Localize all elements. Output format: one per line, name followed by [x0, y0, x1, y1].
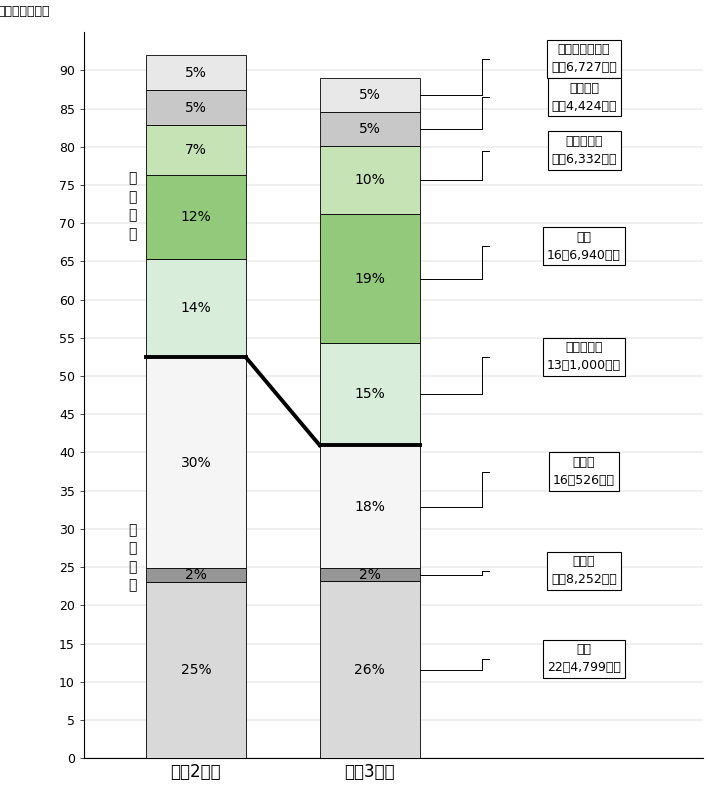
Text: 25%: 25% [180, 663, 211, 678]
Text: 18%: 18% [354, 500, 385, 514]
Bar [146, 582, 246, 758]
Bar [320, 567, 420, 582]
Text: 2%: 2% [359, 567, 381, 582]
Text: 地方交付税
13億1,000万円: 地方交付税 13億1,000万円 [547, 341, 621, 373]
Text: 5%: 5% [359, 122, 381, 136]
Text: 国庫支出金
８億6,332万円: 国庫支出金 ８億6,332万円 [551, 135, 617, 166]
Text: 7%: 7% [185, 143, 207, 157]
Text: 14%: 14% [180, 301, 212, 315]
Text: その他
16億526万円: その他 16億526万円 [553, 456, 615, 487]
Text: 12%: 12% [180, 210, 212, 224]
Text: 10%: 10% [354, 173, 385, 187]
Bar [320, 214, 420, 344]
Text: 2%: 2% [185, 568, 207, 582]
Bar [146, 358, 246, 568]
Bar [320, 78, 420, 112]
Text: （単位：億円）: （単位：億円） [0, 5, 50, 17]
Text: 26%: 26% [354, 663, 385, 677]
Bar [146, 90, 246, 125]
Bar [320, 112, 420, 146]
Text: 県支出金
４億4,424万円: 県支出金 ４億4,424万円 [551, 81, 617, 113]
Text: 5%: 5% [185, 101, 207, 115]
Bar [320, 146, 420, 214]
Text: 町債
16億6,940万円: 町債 16億6,940万円 [547, 231, 621, 262]
Text: 15%: 15% [354, 387, 385, 401]
Bar [146, 175, 246, 259]
Text: 町税
22億4,799万円: 町税 22億4,799万円 [547, 643, 621, 675]
Bar [146, 259, 246, 358]
Text: 5%: 5% [359, 88, 381, 102]
Bar [146, 125, 246, 175]
Bar [146, 568, 246, 582]
Text: 諸収入
１億8,252万円: 諸収入 １億8,252万円 [551, 556, 617, 586]
Bar [320, 445, 420, 567]
Bar [146, 55, 246, 90]
Text: 依
存
財
源: 依 存 財 源 [128, 172, 136, 241]
Text: 譲与税・交付金
４億6,727万円: 譲与税・交付金 ４億6,727万円 [551, 43, 617, 74]
Text: 5%: 5% [185, 65, 207, 80]
Text: 30%: 30% [180, 455, 211, 470]
Bar [320, 344, 420, 445]
Bar [320, 582, 420, 758]
Text: 19%: 19% [354, 272, 385, 285]
Text: 自
主
財
源: 自 主 財 源 [128, 523, 136, 593]
